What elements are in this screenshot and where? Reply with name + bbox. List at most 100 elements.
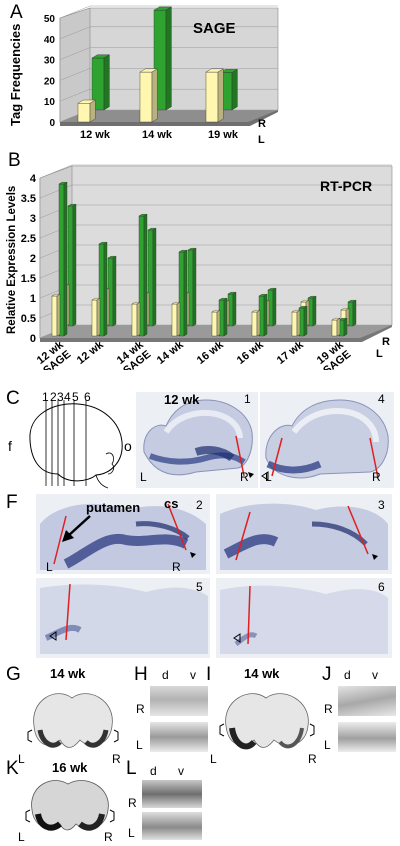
rtpcr-title: RT-PCR: [320, 178, 373, 194]
rtpcr-ytick: 4: [30, 173, 37, 185]
panel-f-left: L: [46, 560, 53, 574]
section-f5-image: [36, 578, 210, 658]
sage-category-label: 19 wk: [208, 129, 239, 141]
cs-label: cs: [164, 496, 179, 511]
panel-l-right-image: [142, 780, 202, 808]
panel-d-right: R: [240, 470, 249, 484]
section-16wk-k-image: [20, 770, 120, 838]
sage-gridline: [59, 68, 91, 81]
rtpcr-bar-r2: [147, 227, 157, 327]
panel-g-age: 14 wk: [50, 666, 86, 681]
panel-e-right: R: [372, 470, 381, 484]
panel-h-left-image: [150, 722, 208, 752]
sage-gridline: [59, 47, 91, 60]
panel-l-v: v: [178, 764, 184, 778]
rtpcr-bar-r2: [67, 203, 77, 327]
panel-l-d: d: [150, 764, 157, 778]
rtpcr-depth-l: L: [376, 348, 383, 360]
sage-ytick: 30: [44, 56, 56, 67]
panel-e-num: 4: [378, 392, 385, 406]
rtpcr-ytick: 1.5: [21, 273, 36, 285]
rtpcr-ytick: 3.5: [21, 193, 36, 205]
panel-h-v: v: [190, 668, 196, 682]
sage-depth-r: R: [258, 118, 266, 130]
putamen-arrow-icon: [62, 515, 91, 542]
rtpcr-bar-r1: [138, 213, 148, 337]
panel-f-num-6: 6: [378, 580, 385, 594]
panel-k-right: R: [104, 830, 113, 844]
section-num-1: 1: [42, 390, 49, 404]
panel-letter-c: C: [6, 388, 20, 409]
sage-gridline: [59, 88, 91, 102]
panel-e-left: L: [265, 470, 272, 484]
section-14wk-i-image: [212, 680, 322, 756]
sage-ytick: 40: [44, 35, 56, 46]
panel-h-d: d: [162, 668, 169, 682]
rtpcr-bar-l1: [91, 297, 101, 337]
rtpcr-bar-r1: [98, 241, 108, 337]
sage-ytick: 10: [44, 97, 56, 108]
panel-i-age: 14 wk: [244, 666, 280, 681]
section-14wk-g-image: [20, 680, 126, 756]
panel-k-left: L: [18, 830, 25, 844]
section-f6-image: [216, 578, 392, 658]
section-12wk-1-image: [136, 392, 258, 488]
panel-h-r: R: [136, 702, 145, 716]
panel-f-num-2: 2: [196, 498, 203, 512]
rtpcr-bar-r1: [338, 317, 348, 337]
rtpcr-category-label: 16 wk: [195, 338, 227, 366]
panel-l-r: R: [128, 796, 137, 810]
rtpcr-category-line: 17 wk: [275, 338, 307, 366]
section-12wk-4-image: [260, 392, 394, 488]
rtpcr-bar-l1: [291, 309, 301, 337]
sage-chart: 0 10 20 30 40 50 12 wk 14 wk 19 wk: [44, 5, 279, 141]
rtpcr-bar-l1: [131, 301, 141, 337]
section-num-5: 5: [72, 390, 79, 404]
sage-bar-l: [77, 99, 97, 123]
panel-letter-b: B: [8, 150, 21, 171]
rtpcr-bar-r2: [307, 295, 317, 327]
rtpcr-depth-r: R: [382, 336, 390, 348]
rtpcr-bar-r1: [298, 305, 308, 337]
panel-l-l: L: [128, 826, 135, 840]
sage-depth-l: L: [258, 134, 265, 146]
panel-h-l: L: [136, 738, 143, 752]
panel-letter-a: A: [10, 2, 23, 23]
panel-k-age: 16 wk: [52, 760, 88, 775]
panel-j-v: v: [372, 668, 378, 682]
panel-f-num-5: 5: [196, 580, 203, 594]
rtpcr-bar-r2: [347, 299, 357, 327]
panel-letter-h: H: [134, 664, 148, 685]
rtpcr-bar-l1: [251, 309, 261, 337]
panel-j-r: R: [324, 702, 333, 716]
section-num-6: 6: [84, 390, 91, 404]
panel-letter-l: L: [126, 758, 137, 779]
rtpcr-ylabel: Relative Expression Levels: [6, 185, 18, 334]
sage-title: SAGE: [193, 20, 236, 37]
rtpcr-ytick: 0.5: [21, 313, 36, 325]
rtpcr-ytick: 1: [30, 293, 36, 305]
sage-bar-l: [139, 68, 159, 123]
section-num-2: 2: [50, 390, 57, 404]
rtpcr-bar-r2: [187, 247, 197, 327]
panel-i-left: L: [210, 752, 217, 766]
sage-gridline: [59, 5, 91, 19]
panel-letter-g: G: [6, 664, 21, 685]
panel-h-right-image: [150, 686, 208, 716]
panel-g-right: R: [112, 752, 121, 766]
section-num-3: 3: [57, 390, 64, 404]
panel-d-age: 12 wk: [164, 392, 200, 407]
section-f3-image: [216, 494, 392, 574]
rtpcr-category-line: 14 wk: [155, 338, 187, 366]
panel-f-right: R: [172, 560, 181, 574]
panel-j-d: d: [344, 668, 351, 682]
rtpcr-category-label: 16 wk: [235, 338, 267, 366]
panel-g-left: L: [18, 752, 25, 766]
panel-f-num-3: 3: [378, 498, 385, 512]
sage-ylabel: Tag Frequencies: [8, 23, 23, 126]
sage-ytick: 50: [44, 14, 56, 25]
